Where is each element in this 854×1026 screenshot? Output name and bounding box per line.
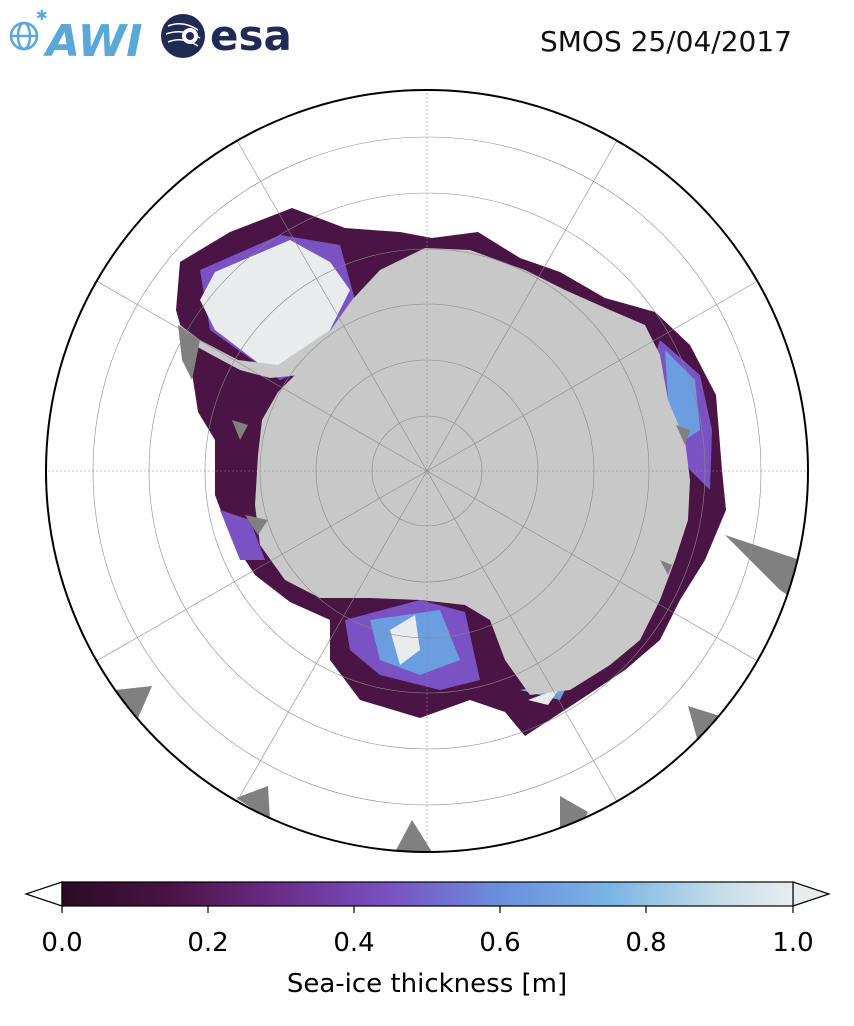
- colorbar-extend-low: [24, 881, 63, 907]
- awi-star-icon: ✱: [36, 8, 48, 24]
- colorbar: 0.0 0.2 0.4 0.6 0.8 1.0 Sea-ice thicknes…: [24, 881, 831, 999]
- coastal-mask-patches: [178, 325, 690, 575]
- antarctic-peninsula: [180, 325, 340, 378]
- colorbar-gradient: [61, 881, 794, 907]
- colorbar-tick-label: 0.0: [41, 928, 82, 958]
- esa-emblem-icon: [161, 14, 205, 58]
- colorbar-tick-label: 0.2: [187, 928, 228, 958]
- colorbar-tick-label: 1.0: [772, 928, 813, 958]
- colorbar-ticks: [61, 906, 794, 913]
- awi-logo: ✱ AWI: [9, 8, 143, 67]
- map-title: SMOS 25/04/2017: [540, 25, 792, 58]
- map-boundary: [45, 89, 809, 853]
- sea-ice-thick: [200, 240, 560, 705]
- awi-globe-icon: [9, 21, 39, 51]
- colorbar-tick-label: 0.6: [479, 928, 520, 958]
- colorbar-extend-high: [792, 881, 831, 907]
- colorbar-label: Sea-ice thickness [m]: [287, 969, 567, 999]
- esa-logo: esa: [161, 11, 292, 60]
- awi-logo-text: AWI: [43, 16, 143, 67]
- colorbar-tick-label: 0.4: [333, 928, 374, 958]
- polar-map: [46, 90, 808, 852]
- meridians-30: [92, 136, 762, 806]
- esa-logo-text: esa: [210, 11, 292, 60]
- antarctica-land: [255, 248, 690, 695]
- outside-mask-regions: [115, 535, 800, 852]
- colorbar-tick-label: 0.8: [625, 928, 666, 958]
